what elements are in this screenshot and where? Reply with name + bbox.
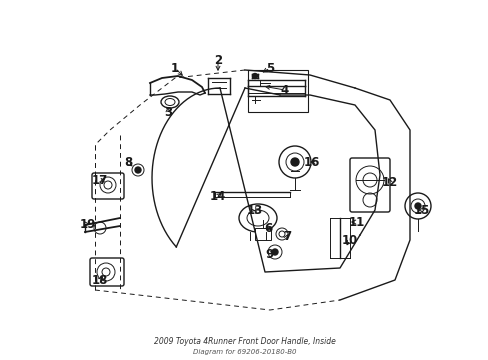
Text: 4: 4 [280,84,288,96]
Text: 1: 1 [171,62,179,75]
Bar [247,70,307,112]
Text: 15: 15 [413,203,429,216]
Text: 9: 9 [265,248,274,261]
Circle shape [414,203,420,209]
Circle shape [252,73,257,78]
Circle shape [135,167,141,173]
Text: 10: 10 [341,234,357,247]
Circle shape [271,249,278,255]
Text: 16: 16 [303,156,320,168]
Text: 3: 3 [163,105,172,118]
Text: 11: 11 [348,216,365,229]
Text: 5: 5 [265,62,274,75]
Text: 19: 19 [80,217,96,230]
FancyBboxPatch shape [90,258,124,286]
Text: 18: 18 [92,274,108,287]
Bar [254,228,270,240]
Text: 7: 7 [283,230,290,243]
Text: 17: 17 [92,174,108,186]
Text: 14: 14 [209,189,226,202]
Circle shape [290,158,298,166]
Text: 2009 Toyota 4Runner Front Door Handle, Inside: 2009 Toyota 4Runner Front Door Handle, I… [153,338,335,346]
FancyBboxPatch shape [349,158,389,212]
Text: Diagram for 69206-20180-B0: Diagram for 69206-20180-B0 [192,349,296,355]
Text: 6: 6 [264,221,271,234]
FancyBboxPatch shape [92,173,124,199]
Text: 13: 13 [246,203,263,216]
Text: 12: 12 [381,175,397,189]
Text: 8: 8 [123,157,132,170]
Text: 2: 2 [214,54,222,67]
